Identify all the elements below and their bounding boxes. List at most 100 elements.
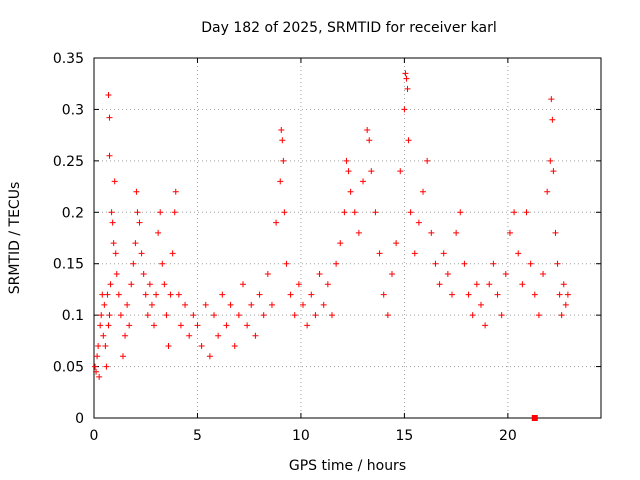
- data-point: [142, 291, 149, 298]
- data-point: [295, 281, 302, 288]
- data-point: [244, 322, 251, 329]
- data-point: [231, 343, 238, 349]
- data-point: [157, 209, 164, 216]
- data-point: [130, 260, 137, 267]
- data-point: [347, 188, 354, 195]
- y-tick-label: 0: [75, 411, 84, 427]
- data-point: [506, 229, 513, 236]
- data-point: [113, 271, 120, 277]
- data-point: [106, 114, 113, 121]
- data-point: [328, 312, 335, 319]
- data-point: [104, 291, 111, 298]
- data-point: [550, 168, 557, 175]
- data-point: [151, 322, 158, 329]
- data-point: [198, 343, 205, 349]
- data-point: [182, 301, 189, 308]
- data-point: [94, 353, 101, 360]
- data-point: [320, 301, 327, 308]
- data-point: [95, 343, 102, 349]
- data-point: [215, 332, 222, 339]
- data-point: [99, 291, 106, 298]
- data-point: [146, 281, 153, 288]
- data-point: [469, 312, 476, 319]
- y-tick-label: 0.15: [53, 257, 84, 273]
- data-point: [155, 229, 162, 236]
- data-point: [167, 291, 174, 298]
- data-point: [351, 209, 358, 216]
- data-point: [206, 353, 213, 360]
- data-point: [159, 260, 166, 267]
- data-point: [355, 229, 362, 236]
- data-point: [547, 157, 554, 164]
- data-point: [549, 116, 556, 123]
- data-point: [101, 301, 108, 308]
- data-point: [106, 312, 113, 319]
- data-point: [163, 312, 170, 319]
- data-point: [140, 271, 147, 277]
- data-point: [449, 291, 456, 298]
- x-tick-label: 5: [193, 428, 202, 444]
- data-point: [523, 209, 530, 216]
- data-point: [110, 240, 117, 247]
- data-point: [165, 343, 172, 349]
- data-point: [366, 137, 373, 144]
- data-point: [119, 353, 126, 360]
- data-point: [300, 301, 307, 308]
- chart-title: Day 182 of 2025, SRMTID for receiver kar…: [201, 20, 497, 36]
- x-tick-label: 0: [90, 428, 99, 444]
- data-point: [490, 260, 497, 267]
- data-point: [111, 178, 118, 185]
- data-point: [554, 260, 561, 267]
- data-point: [333, 260, 340, 267]
- data-point: [316, 271, 323, 277]
- data-point: [134, 209, 141, 216]
- data-point: [278, 127, 285, 133]
- data-point: [527, 260, 534, 267]
- data-point: [283, 260, 290, 267]
- data-point: [280, 157, 287, 164]
- data-point: [133, 188, 140, 195]
- data-point: [411, 250, 418, 257]
- data-point: [461, 260, 468, 267]
- data-point: [153, 291, 160, 298]
- data-point: [106, 152, 113, 159]
- data-point: [403, 75, 410, 82]
- data-point: [117, 312, 124, 319]
- data-point: [219, 291, 226, 298]
- axis-ticks: 0 5 10 15 20 0 0.05 0.1 0.15 0.2 0.25 0.3 0.35: [53, 51, 601, 444]
- data-point: [397, 168, 404, 175]
- data-point: [428, 229, 435, 236]
- data-point: [372, 209, 379, 216]
- data-point: [304, 322, 311, 329]
- data-point: [223, 322, 230, 329]
- data-point: [124, 301, 131, 308]
- data-point: [177, 322, 184, 329]
- data-point: [144, 312, 151, 319]
- data-point: [341, 209, 348, 216]
- data-point: [364, 127, 371, 133]
- data-point: [287, 291, 294, 298]
- data-point: [380, 291, 387, 298]
- data-point: [404, 85, 411, 92]
- data-point: [511, 209, 518, 216]
- data-point: [502, 271, 509, 277]
- data-point: [540, 271, 547, 277]
- data-point: [477, 301, 484, 308]
- data-point: [420, 188, 427, 195]
- data-point: [432, 260, 439, 267]
- data-point: [202, 301, 209, 308]
- y-tick-label: 0.25: [53, 154, 84, 170]
- data-point-square: [531, 415, 538, 421]
- data-point: [562, 301, 569, 308]
- data-point: [384, 312, 391, 319]
- data-point: [115, 291, 122, 298]
- data-point: [227, 301, 234, 308]
- data-point: [100, 332, 107, 339]
- data-point: [407, 209, 414, 216]
- data-point: [148, 301, 155, 308]
- data-point: [324, 281, 331, 288]
- y-tick-label: 0.35: [53, 51, 84, 67]
- data-point: [128, 281, 135, 288]
- data-point: [415, 219, 422, 226]
